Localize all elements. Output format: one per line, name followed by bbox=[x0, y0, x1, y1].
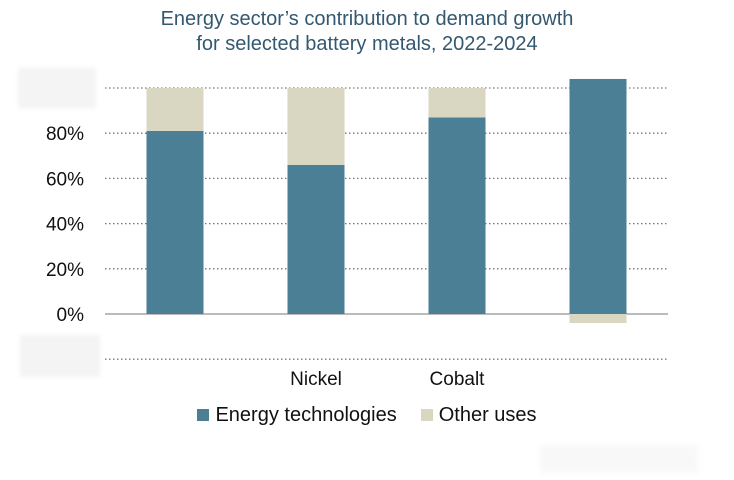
smudge-bottom-left bbox=[20, 335, 100, 377]
legend-item-other: Other uses bbox=[420, 403, 537, 427]
legend-swatch-other bbox=[420, 409, 433, 421]
bar-energy-cobalt bbox=[428, 117, 486, 314]
bar-other-cobalt bbox=[428, 88, 486, 118]
bar-energy-cat0 bbox=[146, 130, 204, 314]
y-tick-label: 60% bbox=[46, 169, 84, 190]
bar-energy-cat3 bbox=[569, 78, 627, 315]
legend-label-energy: Energy technologies bbox=[215, 403, 397, 426]
x-category-label: Nickel bbox=[290, 369, 342, 390]
x-category-label: Cobalt bbox=[430, 369, 486, 390]
legend-item-energy: Energy technologies bbox=[197, 403, 397, 427]
smudge-top-left bbox=[18, 68, 96, 108]
legend: Energy technologies Other uses bbox=[0, 402, 734, 428]
y-tick-label: 40% bbox=[46, 215, 84, 236]
bar-other-nickel bbox=[287, 88, 345, 165]
chart-title-line-2: for selected battery metals, 2022-2024 bbox=[196, 33, 538, 55]
y-tick-label: 80% bbox=[46, 124, 84, 145]
smudge-bottom-right bbox=[540, 445, 698, 473]
y-tick-label: 20% bbox=[46, 260, 84, 281]
y-tick-label: 0% bbox=[57, 305, 85, 326]
bar-other-cat0 bbox=[146, 88, 204, 131]
chart-title-line-1: Energy sector’s contribution to demand g… bbox=[160, 8, 574, 30]
legend-swatch-energy bbox=[197, 409, 210, 421]
bar-other-cat3 bbox=[569, 314, 627, 324]
legend-label-other: Other uses bbox=[438, 403, 537, 426]
bar-chart: 0% 20% 40% 60% 80% Nickel Cobalt bbox=[46, 78, 668, 390]
bar-energy-nickel bbox=[287, 164, 345, 314]
